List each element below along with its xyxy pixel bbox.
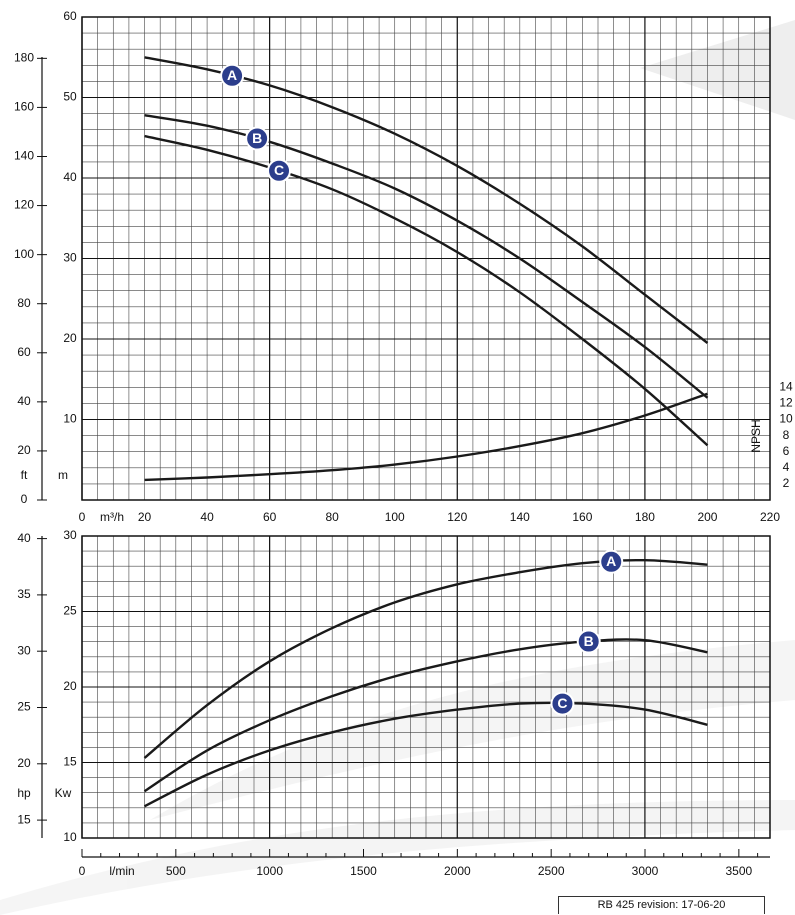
tick-label-m: 50 bbox=[63, 90, 77, 104]
curve-badge-letter: C bbox=[557, 695, 567, 711]
tick-label-npsh: 10 bbox=[779, 412, 793, 426]
curve-badge-B: B bbox=[576, 629, 601, 654]
tick-label-lmin-zero: 0 bbox=[79, 864, 86, 878]
tick-label-flow-m3h: 40 bbox=[200, 510, 214, 524]
tick-label-ft: 0 bbox=[21, 492, 28, 506]
tick-label-flow-m3h: 80 bbox=[326, 510, 340, 524]
revision-label: RB 425 revision: 17-06-20 bbox=[558, 896, 765, 914]
tick-label-ft: 120 bbox=[14, 198, 34, 212]
tick-label-m: 40 bbox=[63, 170, 77, 184]
power-curve-b bbox=[143, 638, 708, 793]
tick-label-lmin: 500 bbox=[166, 864, 186, 878]
curve-badge-C: C bbox=[267, 158, 292, 183]
tick-label-m: 20 bbox=[63, 331, 77, 345]
power-curve-c bbox=[143, 701, 708, 808]
axis-unit-lmin: l/min bbox=[109, 864, 134, 878]
tick-label-kw: 30 bbox=[63, 528, 77, 542]
curve-badge-circle bbox=[245, 126, 270, 151]
tick-label-ft: 160 bbox=[14, 100, 34, 114]
curve-badge-letter: A bbox=[227, 67, 237, 83]
tick-label-hp: 20 bbox=[17, 756, 31, 770]
tick-label-flow-m3h: 180 bbox=[635, 510, 655, 524]
watermark bbox=[0, 20, 795, 915]
curve-badge-circle bbox=[599, 549, 624, 574]
tick-label-npsh: 12 bbox=[779, 396, 793, 410]
tick-label-flow-m3h: 200 bbox=[697, 510, 717, 524]
plot-frame-top bbox=[81, 16, 771, 501]
tick-label-flow-m3h: 160 bbox=[572, 510, 592, 524]
tick-label-hp: 30 bbox=[17, 643, 31, 657]
tick-label-flow-m3h: 140 bbox=[510, 510, 530, 524]
tick-label-npsh: 8 bbox=[783, 428, 790, 442]
curve-badge-A: A bbox=[220, 63, 245, 88]
watermark-shape bbox=[150, 640, 795, 820]
tick-label-flow-m3h: 220 bbox=[760, 510, 780, 524]
axis-unit-ft: ft bbox=[21, 468, 28, 482]
tick-label-ft: 140 bbox=[14, 149, 34, 163]
tick-label-hp: 35 bbox=[17, 587, 31, 601]
grid-bottom bbox=[81, 535, 771, 839]
plot-frame-bottom bbox=[81, 535, 771, 839]
axis-unit-m: m bbox=[58, 468, 68, 482]
tick-label-kw: 25 bbox=[63, 604, 77, 618]
curve-badge-B: B bbox=[245, 126, 270, 151]
axis-unit-m3h: m³/h bbox=[100, 510, 124, 524]
tick-label-lmin: 3000 bbox=[632, 864, 659, 878]
tick-label-flow-m3h: 20 bbox=[138, 510, 152, 524]
tick-label-ft: 60 bbox=[17, 345, 31, 359]
tick-label-npsh: 14 bbox=[779, 379, 793, 393]
tick-label-m: 30 bbox=[63, 251, 77, 265]
curve-badge-letter: B bbox=[252, 130, 262, 146]
axis-unit-hp: hp bbox=[17, 786, 31, 800]
tick-label-ft: 180 bbox=[14, 51, 34, 65]
tick-label-hp: 40 bbox=[17, 531, 31, 545]
tick-label-hp: 25 bbox=[17, 700, 31, 714]
curve-b bbox=[144, 114, 709, 399]
grid-top bbox=[81, 16, 771, 501]
curve-badge-letter: C bbox=[274, 162, 284, 178]
tick-label-lmin: 2000 bbox=[444, 864, 471, 878]
tick-label-ft: 100 bbox=[14, 247, 34, 261]
curve-badge-circle bbox=[576, 629, 601, 654]
tick-label-lmin: 1500 bbox=[350, 864, 377, 878]
tick-label-flow-m3h: 120 bbox=[447, 510, 467, 524]
axis-unit-kw: Kw bbox=[55, 786, 72, 800]
tick-label-flow-m3h: 100 bbox=[385, 510, 405, 524]
curve-a bbox=[144, 56, 709, 344]
tick-label-ft: 20 bbox=[17, 443, 31, 457]
tick-label-npsh: 6 bbox=[783, 444, 790, 458]
curve-c bbox=[144, 134, 709, 447]
tick-label-flow-zero: 0 bbox=[79, 510, 86, 524]
tick-label-ft: 80 bbox=[17, 296, 31, 310]
watermark-shape bbox=[640, 20, 795, 120]
tick-label-kw: 15 bbox=[63, 755, 77, 769]
curve-badge-circle bbox=[267, 158, 292, 183]
curve-badge-letter: B bbox=[584, 633, 594, 649]
tick-label-hp: 15 bbox=[17, 812, 31, 826]
tick-label-lmin: 2500 bbox=[538, 864, 565, 878]
curve-badge-C: C bbox=[550, 691, 575, 716]
tick-label-kw: 20 bbox=[63, 679, 77, 693]
curve-badge-A: A bbox=[599, 549, 624, 574]
curve-npsh bbox=[144, 392, 708, 482]
tick-label-flow-m3h: 60 bbox=[263, 510, 277, 524]
curve-badge-circle bbox=[220, 63, 245, 88]
tick-label-m: 10 bbox=[63, 412, 77, 426]
tick-label-kw: 10 bbox=[63, 830, 77, 844]
curve-badge-circle bbox=[550, 691, 575, 716]
tick-label-ft: 40 bbox=[17, 394, 31, 408]
tick-label-npsh: 4 bbox=[783, 460, 790, 474]
axis-label-npsh: NPSH bbox=[749, 419, 763, 452]
tick-label-lmin: 3500 bbox=[725, 864, 752, 878]
watermark-shape bbox=[0, 800, 795, 915]
tick-label-m: 60 bbox=[63, 9, 77, 23]
curve-badge-letter: A bbox=[606, 553, 616, 569]
tick-label-lmin: 1000 bbox=[256, 864, 283, 878]
tick-label-npsh: 2 bbox=[783, 476, 790, 490]
